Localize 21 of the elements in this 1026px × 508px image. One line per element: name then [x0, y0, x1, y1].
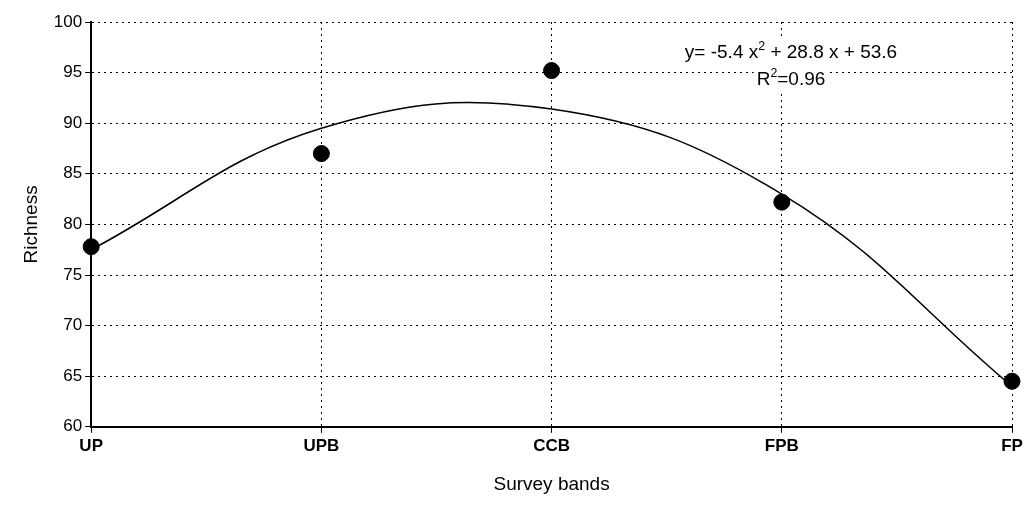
y-tick-label: 100 — [53, 11, 83, 31]
y-axis-title: Richness — [19, 185, 41, 264]
point — [543, 62, 561, 80]
x-tick-label: FPB — [764, 435, 799, 455]
y-tick-label: 80 — [63, 214, 83, 234]
x-axis-title: Survey bands — [493, 472, 610, 494]
point — [773, 193, 791, 211]
y-tick-label: 65 — [63, 365, 83, 385]
y-tick-label: 90 — [63, 112, 83, 132]
point — [1003, 372, 1021, 390]
x-tick-label: UP — [79, 435, 103, 455]
y-tick-label: 95 — [63, 62, 83, 82]
y-tick-label: 75 — [63, 264, 83, 284]
y-tick-label: 60 — [63, 416, 83, 436]
y-tick-label: 70 — [63, 315, 83, 335]
y-tick-label: 85 — [63, 163, 83, 183]
point — [312, 145, 330, 163]
point — [82, 238, 100, 256]
x-tick-label: UPB — [303, 435, 340, 455]
x-tick-label: CCB — [533, 435, 570, 455]
x-tick-label: FP — [1001, 435, 1023, 455]
